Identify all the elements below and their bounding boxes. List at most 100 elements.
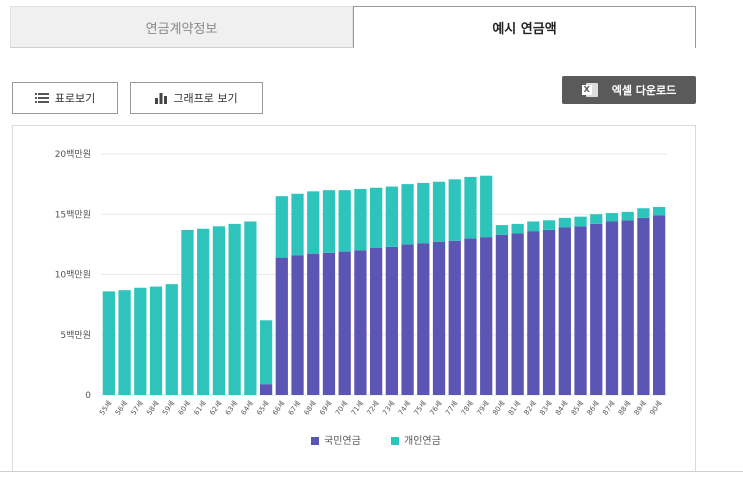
bar-personal-pension[interactable] <box>448 179 461 241</box>
x-tick-label: 55세 <box>97 399 113 417</box>
bar-national-pension[interactable] <box>417 243 430 395</box>
x-tick-label: 60세 <box>176 399 192 417</box>
bar-personal-pension[interactable] <box>621 211 634 221</box>
bar-national-pension[interactable] <box>291 255 304 395</box>
bar-personal-pension[interactable] <box>495 225 509 235</box>
y-tick-label: 20백만원 <box>55 149 91 160</box>
bar-chart-icon <box>155 92 168 104</box>
bar-national-pension[interactable] <box>448 240 461 395</box>
bar-personal-pension[interactable] <box>574 216 587 227</box>
bar-personal-pension[interactable] <box>197 228 210 395</box>
x-tick-label: 59세 <box>160 399 176 417</box>
bar-national-pension[interactable] <box>338 251 351 395</box>
divider <box>0 471 743 472</box>
table-view-label: 표로보기 <box>54 92 96 105</box>
x-tick-label: 58세 <box>144 399 160 417</box>
bar-national-pension[interactable] <box>495 234 509 395</box>
legend-swatch-national-pension <box>311 437 319 445</box>
x-tick-label: 61세 <box>192 399 208 417</box>
bar-personal-pension[interactable] <box>165 284 178 395</box>
graph-view-button[interactable]: 그래프로 보기 <box>130 82 263 114</box>
bar-personal-pension[interactable] <box>542 220 556 230</box>
y-tick-label: 5백만원 <box>60 330 91 341</box>
tab-bar: 연금계약정보 예시 연금액 <box>10 6 696 48</box>
x-tick-label: 78세 <box>459 399 475 417</box>
graph-view-label: 그래프로 보기 <box>173 92 238 105</box>
x-tick-label: 86세 <box>585 399 601 417</box>
bar-national-pension[interactable] <box>464 238 477 395</box>
bar-personal-pension[interactable] <box>134 287 147 395</box>
x-tick-label: 85세 <box>569 399 585 417</box>
list-icon <box>34 93 49 103</box>
bar-personal-pension[interactable] <box>291 193 304 256</box>
bar-national-pension[interactable] <box>354 250 367 395</box>
bar-national-pension[interactable] <box>637 217 650 395</box>
bar-personal-pension[interactable] <box>322 190 336 253</box>
y-tick-label: 10백만원 <box>55 270 91 281</box>
bar-personal-pension[interactable] <box>181 229 194 395</box>
bar-national-pension[interactable] <box>527 231 540 395</box>
y-tick-label: 15백만원 <box>55 209 91 220</box>
bar-personal-pension[interactable] <box>653 207 666 216</box>
bar-national-pension[interactable] <box>385 246 398 395</box>
x-tick-label: 90세 <box>648 399 664 417</box>
bar-personal-pension[interactable] <box>385 186 398 247</box>
bar-personal-pension[interactable] <box>464 176 477 239</box>
bar-national-pension[interactable] <box>370 247 383 395</box>
bar-personal-pension[interactable] <box>511 223 524 234</box>
bar-national-pension[interactable] <box>480 237 493 395</box>
bar-personal-pension[interactable] <box>417 182 430 244</box>
bar-personal-pension[interactable] <box>244 221 257 395</box>
bar-national-pension[interactable] <box>558 227 571 395</box>
bar-personal-pension[interactable] <box>432 181 446 242</box>
bar-national-pension[interactable] <box>511 233 524 395</box>
tab-example-pension[interactable]: 예시 연금액 <box>353 6 696 48</box>
bar-personal-pension[interactable] <box>228 223 241 395</box>
bar-national-pension[interactable] <box>621 220 634 395</box>
bar-personal-pension[interactable] <box>338 190 351 252</box>
bar-national-pension[interactable] <box>590 223 603 395</box>
bar-national-pension[interactable] <box>605 221 619 395</box>
x-tick-label: 57세 <box>129 399 145 417</box>
bar-personal-pension[interactable] <box>605 213 619 222</box>
x-tick-label: 80세 <box>490 399 506 417</box>
bar-personal-pension[interactable] <box>637 208 650 218</box>
bar-personal-pension[interactable] <box>102 291 115 395</box>
bar-personal-pension[interactable] <box>370 187 383 248</box>
x-tick-label: 70세 <box>333 399 349 417</box>
bar-personal-pension[interactable] <box>354 188 367 251</box>
bar-personal-pension[interactable] <box>149 286 163 395</box>
bar-national-pension[interactable] <box>401 244 414 395</box>
bar-personal-pension[interactable] <box>259 320 273 385</box>
bar-personal-pension[interactable] <box>558 217 571 228</box>
table-view-button[interactable]: 표로보기 <box>12 82 118 114</box>
bar-national-pension[interactable] <box>322 252 336 395</box>
bar-national-pension[interactable] <box>653 215 666 395</box>
bar-national-pension[interactable] <box>574 226 587 395</box>
bar-national-pension[interactable] <box>259 384 273 395</box>
y-tick-label: 0 <box>85 391 91 401</box>
bar-personal-pension[interactable] <box>212 226 226 395</box>
bar-personal-pension[interactable] <box>527 221 540 232</box>
bar-personal-pension[interactable] <box>118 290 131 395</box>
excel-download-label: 엑셀 다운로드 <box>611 84 677 97</box>
bar-national-pension[interactable] <box>275 257 288 395</box>
bar-personal-pension[interactable] <box>401 184 414 245</box>
excel-download-button[interactable]: X 엑셀 다운로드 <box>562 76 696 104</box>
tab-contract-info[interactable]: 연금계약정보 <box>10 6 353 48</box>
x-tick-label: 74세 <box>396 399 412 417</box>
x-tick-label: 79세 <box>475 399 491 417</box>
bar-national-pension[interactable] <box>432 241 446 395</box>
x-tick-label: 75세 <box>412 399 428 417</box>
bar-personal-pension[interactable] <box>480 175 493 238</box>
x-tick-label: 71세 <box>349 399 365 417</box>
bar-national-pension[interactable] <box>307 254 320 395</box>
bar-national-pension[interactable] <box>542 229 556 395</box>
x-tick-label: 81세 <box>506 399 522 417</box>
bar-personal-pension[interactable] <box>590 214 603 224</box>
bar-personal-pension[interactable] <box>307 191 320 255</box>
bar-personal-pension[interactable] <box>275 196 288 258</box>
legend-label-national-pension: 국민연금 <box>324 435 361 447</box>
x-tick-label: 89세 <box>632 399 648 417</box>
excel-icon: X <box>581 83 598 97</box>
